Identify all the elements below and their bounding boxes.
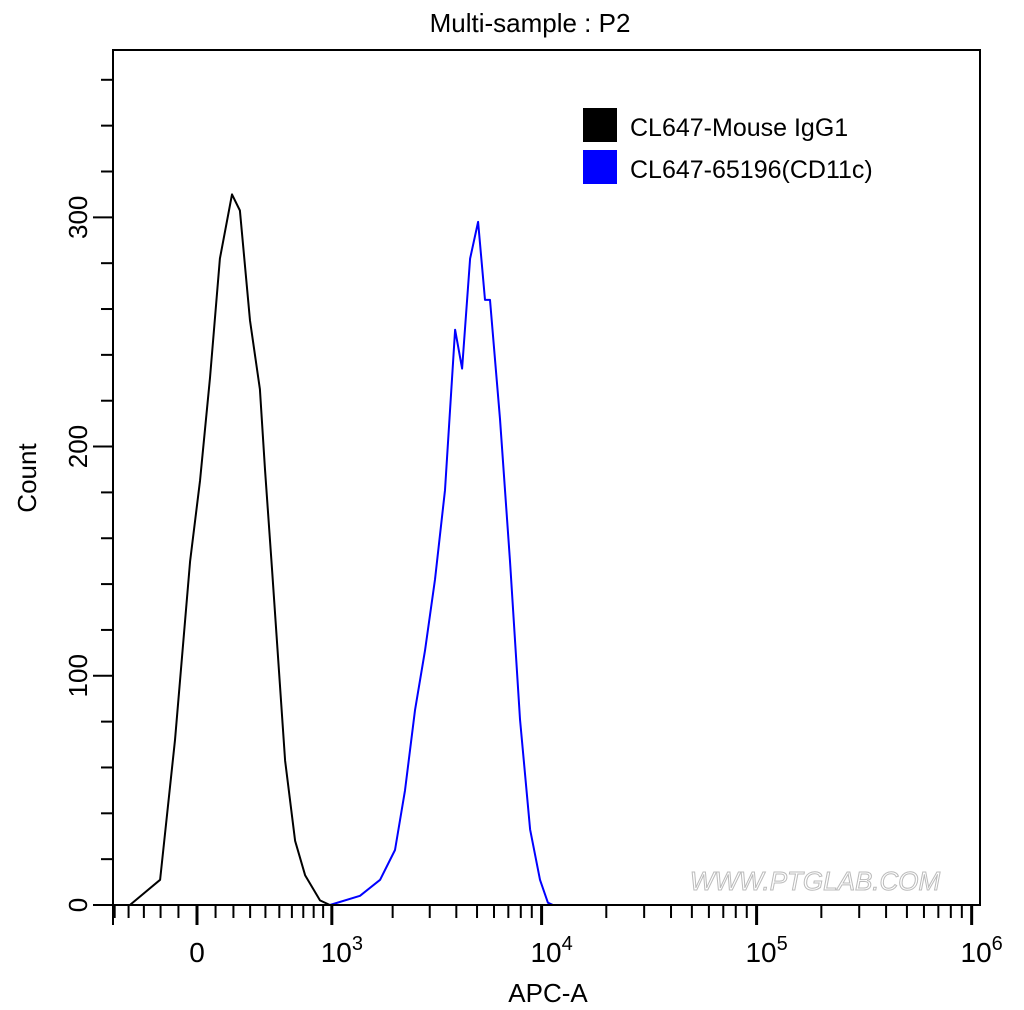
x-tick-label: 103 bbox=[321, 933, 363, 968]
x-tick-label: 106 bbox=[961, 933, 1003, 968]
y-tick-label: 200 bbox=[63, 425, 93, 468]
y-axis-label: Count bbox=[12, 443, 42, 513]
x-tick-exponent: 6 bbox=[992, 933, 1003, 955]
series-line-1 bbox=[329, 220, 554, 906]
y-tick-label: 300 bbox=[63, 196, 93, 239]
x-tick-label: 105 bbox=[745, 933, 787, 968]
y-tick-label: 0 bbox=[63, 898, 93, 912]
plot-frame bbox=[112, 49, 981, 906]
x-tick-label: 0 bbox=[189, 937, 205, 968]
x-tick-label: 104 bbox=[530, 933, 572, 968]
x-tick-exponent: 5 bbox=[777, 933, 788, 955]
legend-label-0: CL647-Mouse IgG1 bbox=[630, 114, 848, 142]
x-tick-exponent: 3 bbox=[352, 933, 363, 955]
series-line-0 bbox=[129, 193, 331, 906]
legend-swatch-1 bbox=[583, 150, 617, 184]
watermark: WWW.PTGLAB.COM bbox=[690, 866, 941, 896]
x-tick-exponent: 4 bbox=[562, 933, 573, 955]
x-axis-label: APC-A bbox=[508, 978, 588, 1008]
chart-title: Multi-sample : P2 bbox=[430, 8, 631, 38]
y-tick-label: 100 bbox=[63, 654, 93, 697]
legend-label-1: CL647-65196(CD11c) bbox=[630, 156, 873, 184]
legend-swatch-0 bbox=[583, 108, 617, 142]
